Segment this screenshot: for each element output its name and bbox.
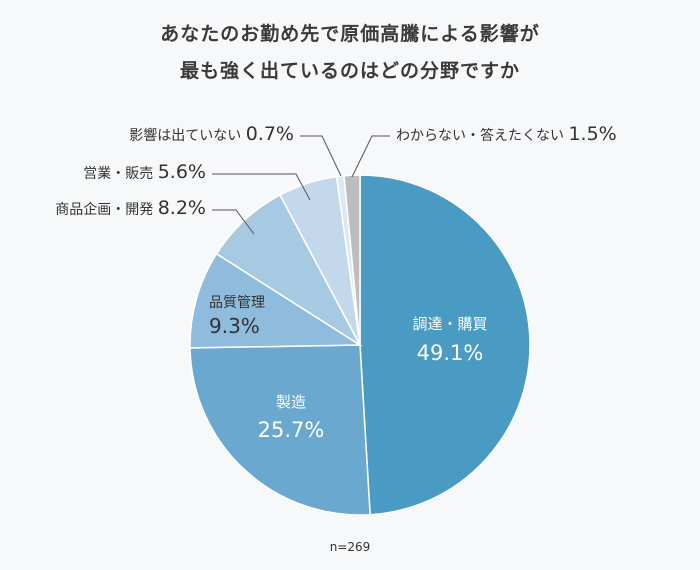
slice-value-manufacturing: 25.7% [258,418,325,442]
sample-size-note: n=269 [329,540,371,554]
chart-title-line-1: あなたのお勤め先で原価高騰による影響が [160,23,540,45]
leader-line-unknown [351,135,390,178]
slice-label-quality-control: 品質管理 [209,295,265,311]
slice-value-procurement: 49.1% [417,341,484,365]
slice-label-product-planning: 商品企画・開発 8.2% [55,197,206,219]
slice-label-sales: 営業・販売 5.6% [83,161,206,183]
slice-label-procurement: 調達・購買 [412,315,487,333]
pie-slice-quality-control [189,252,363,349]
slice-label-manufacturing: 製造 [276,393,306,411]
pie-slice-procurement [359,174,531,516]
slice-value-quality-control: 9.3% [209,314,260,338]
leader-line-product-planning [212,209,255,235]
chart-title-line-2: 最も強く出ているのはどの分野ですか [179,60,520,82]
leader-line-no-impact [300,135,342,177]
slice-label-unknown: わからない・答えたくない 1.5% [396,123,617,145]
slice-label-no-impact: 影響は出ていない 0.7% [129,123,294,145]
pie-slice-manufacturing [189,344,371,516]
leader-line-sales [212,173,311,201]
pie-slice-unknown [343,174,361,346]
